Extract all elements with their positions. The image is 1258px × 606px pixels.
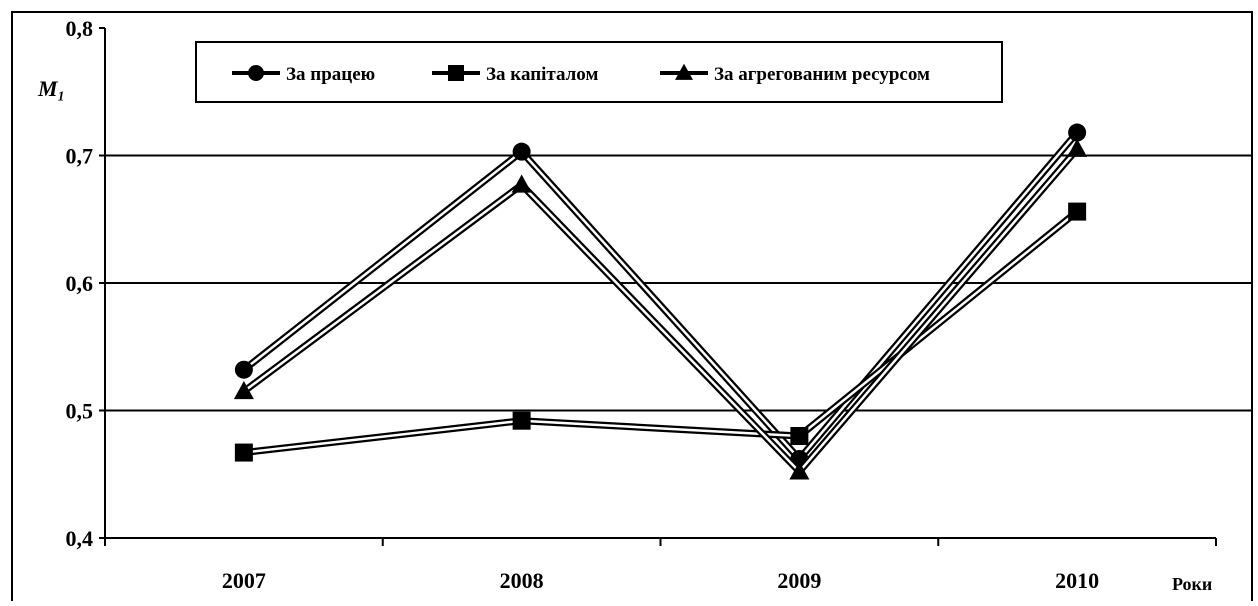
y-tick-label-3: 0,7 (66, 144, 94, 169)
series-1-point-1 (512, 411, 531, 430)
y-axis-title: M₁ (37, 76, 65, 101)
chart-border (11, 11, 1253, 606)
series-1 (234, 202, 1087, 462)
legend-label-1: За капіталом (486, 64, 598, 85)
series-1-point-0 (234, 443, 253, 462)
y-tick-label-1: 0,5 (66, 399, 94, 424)
series-0-point-0 (234, 360, 253, 379)
series-line-core-0 (243, 131, 1079, 461)
legend-label-0: За працею (286, 64, 375, 85)
x-tick-label-2: 2009 (777, 568, 821, 593)
x-axis-title: Роки (1172, 574, 1212, 594)
series-2-point-1 (511, 174, 532, 193)
x-tick-label-3: 2010 (1055, 568, 1099, 593)
y-tick-label-0: 0,4 (66, 526, 94, 551)
x-tick-label-1: 2008 (500, 568, 544, 593)
series-2-point-0 (233, 381, 254, 400)
series-1-point-3 (1068, 202, 1087, 221)
x-tick-label-0: 2007 (222, 568, 266, 593)
series-0-point-1 (512, 142, 531, 161)
legend-marker-1 (448, 65, 464, 81)
series-0 (234, 123, 1087, 468)
series-2-point-2 (789, 461, 810, 480)
series-2 (233, 138, 1088, 480)
series-line-core-1 (243, 210, 1078, 454)
legend-label-2: За агрегованим ресурсом (714, 64, 930, 85)
legend-marker-2 (675, 63, 693, 80)
legend-box (195, 41, 1003, 103)
y-tick-label-2: 0,6 (66, 271, 94, 296)
series-lines (233, 123, 1088, 480)
axes: 0,4 0,5 0,6 0,7 0,8 2007 2008 2009 2010 (66, 16, 1217, 593)
legend-marker-0 (248, 65, 264, 81)
series-line-core-2 (243, 148, 1079, 474)
series-2-point-3 (1067, 138, 1088, 157)
legend: За працею За капіталом За агрегованим ресу… (195, 41, 1003, 103)
gridlines (105, 154, 1252, 412)
series-0-point-3 (1068, 123, 1087, 142)
y-tick-label-4: 0,8 (66, 16, 94, 41)
series-1-point-2 (790, 427, 809, 445)
